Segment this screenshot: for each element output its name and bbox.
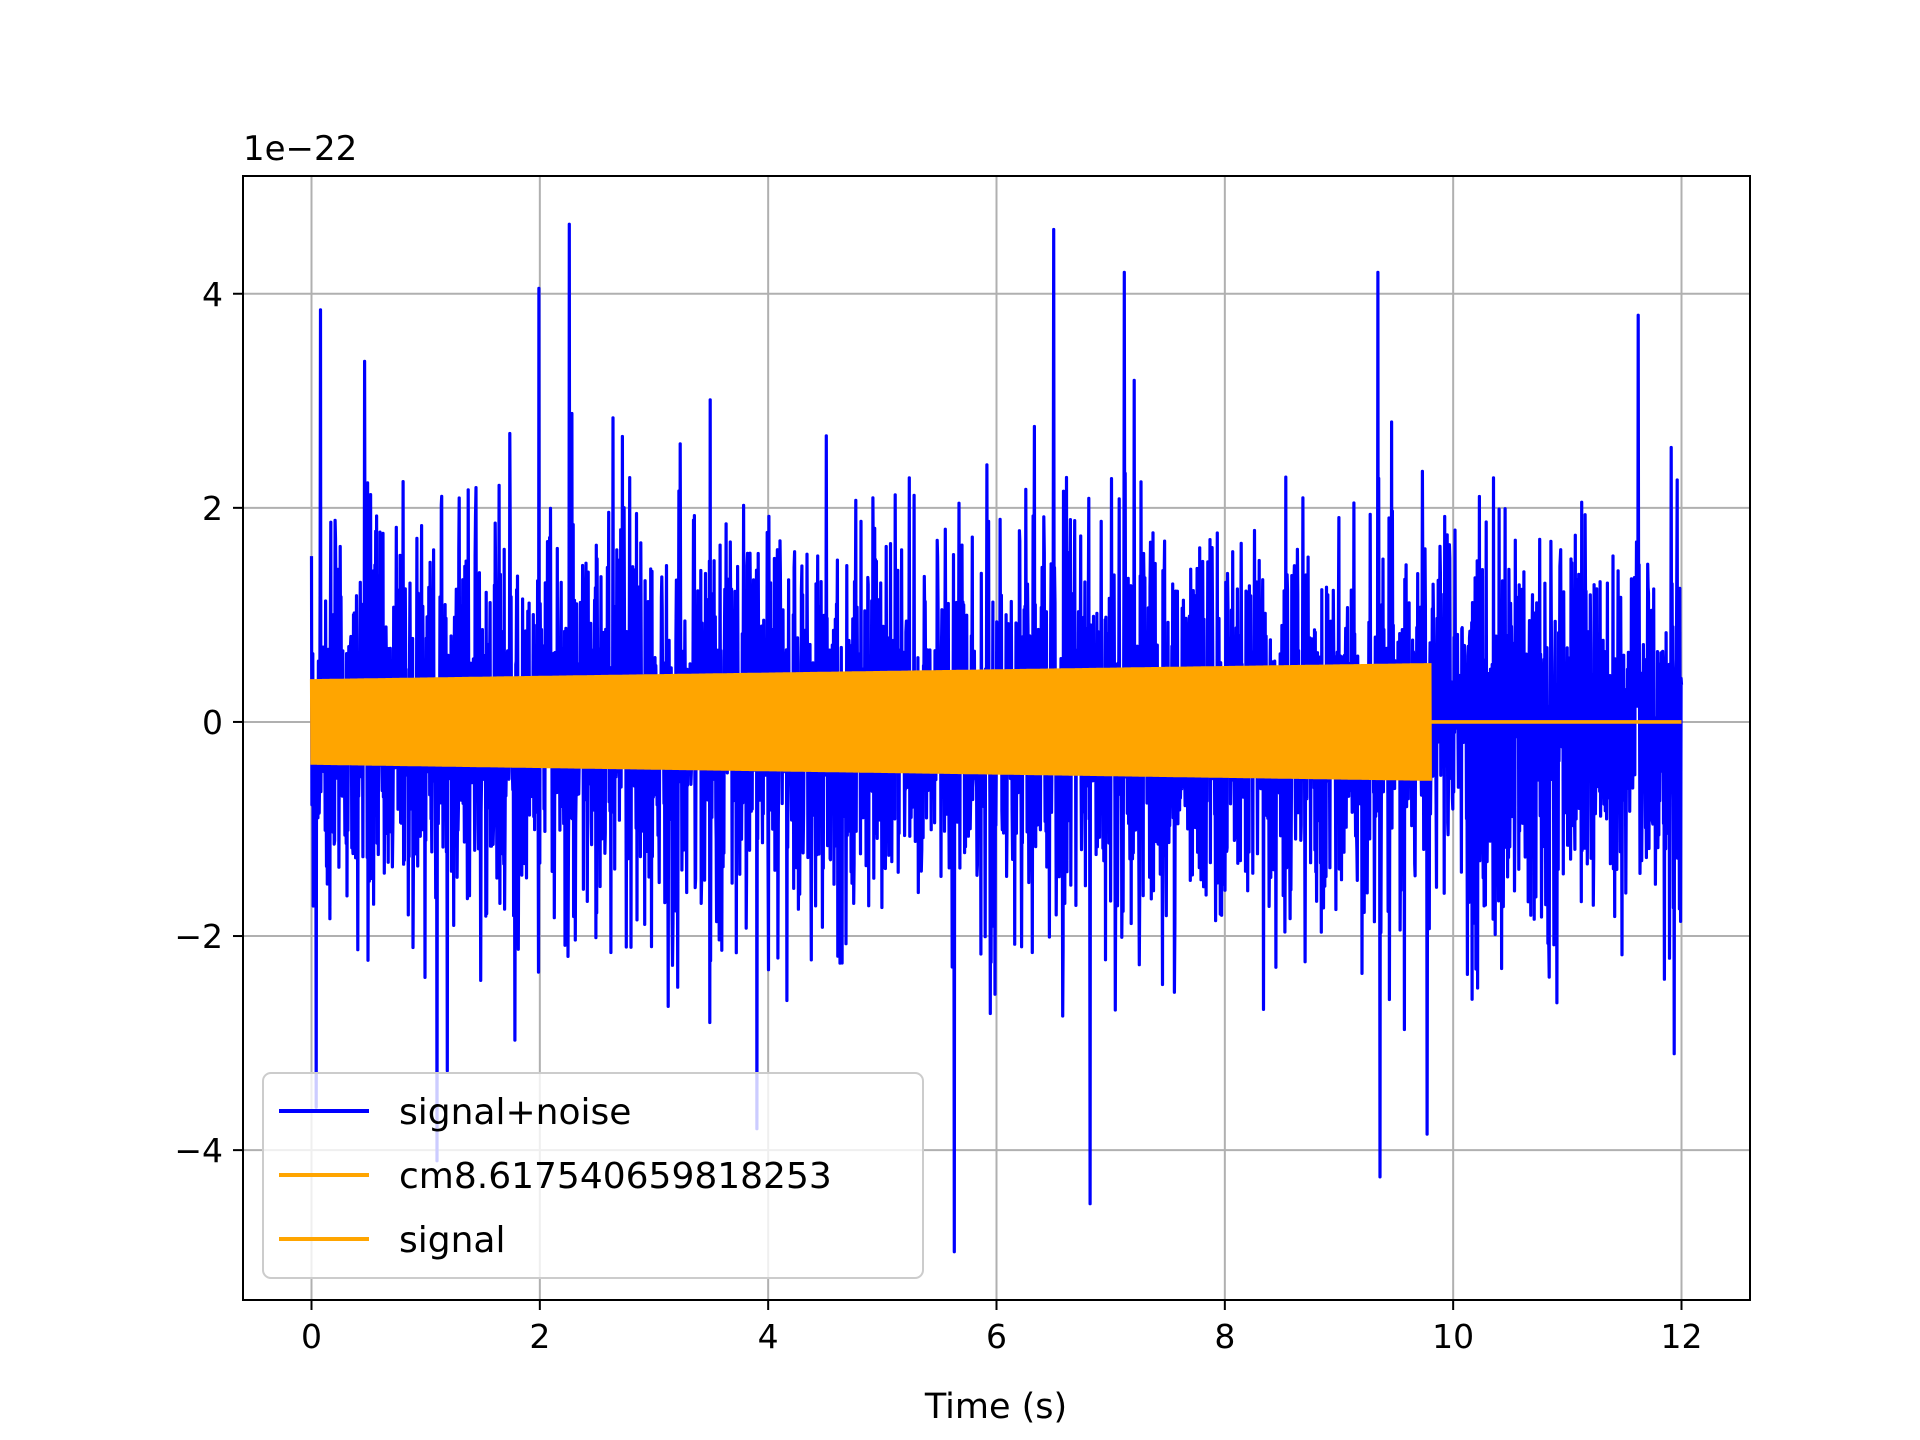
x-tick-label-1: 2 <box>529 1317 550 1356</box>
axis-ticks: 0 2 4 6 8 10 12 −4 −2 0 2 4 <box>174 275 1702 1356</box>
legend-label-1: cm8.617540659818253 <box>399 1156 832 1197</box>
x-tick-label-6: 12 <box>1661 1317 1703 1356</box>
legend-label-0: signal+noise <box>399 1092 631 1133</box>
x-tick-label-3: 6 <box>986 1317 1007 1356</box>
x-axis-label: Time (s) <box>924 1387 1067 1427</box>
y-tick-label-2: 0 <box>202 703 223 742</box>
y-tick-label-1: −2 <box>174 917 223 956</box>
y-tick-label-3: 2 <box>202 489 223 528</box>
x-tick-label-2: 4 <box>758 1317 779 1356</box>
x-tick-label-4: 8 <box>1214 1317 1235 1356</box>
y-offset-label: 1e−22 <box>243 129 357 169</box>
series-layer <box>309 222 1684 1254</box>
series-cm-chirp-line <box>309 663 1432 781</box>
x-tick-label-5: 10 <box>1432 1317 1474 1356</box>
y-tick-label-4: 4 <box>202 275 223 314</box>
legend: signal+noise cm8.617540659818253 signal <box>262 1072 924 1279</box>
legend-label-2: signal <box>399 1220 506 1261</box>
legend-box <box>262 1072 924 1279</box>
y-tick-label-0: −4 <box>174 1131 223 1170</box>
x-tick-label-0: 0 <box>301 1317 322 1356</box>
